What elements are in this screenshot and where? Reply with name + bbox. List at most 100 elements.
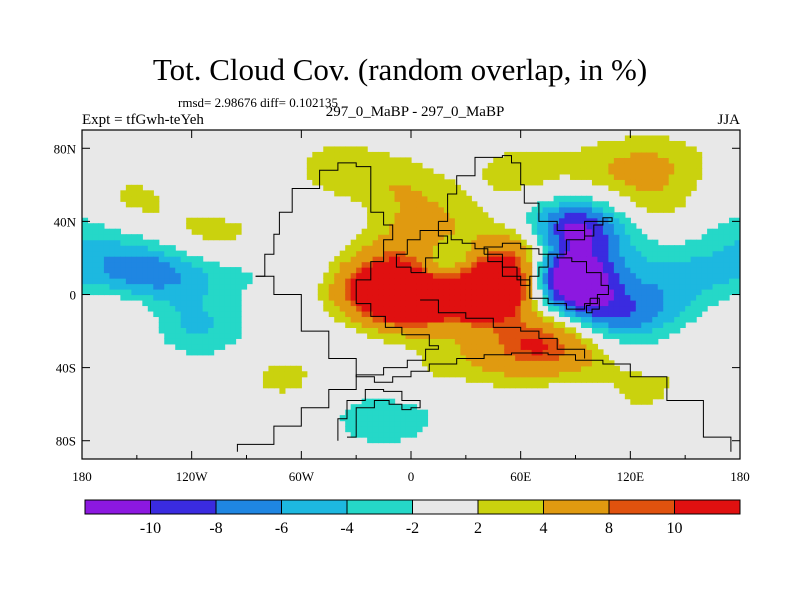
field-cell (559, 354, 566, 361)
field-cell (509, 245, 516, 252)
field-cell (454, 272, 461, 279)
field-cell (591, 349, 599, 356)
field-cell (482, 261, 489, 268)
field-cell (109, 250, 116, 257)
field-cell (493, 234, 500, 241)
field-cell (663, 289, 670, 296)
field-cell (454, 289, 461, 296)
field-cell (400, 332, 407, 339)
field-cell (317, 157, 324, 164)
field-cell (553, 289, 560, 296)
field-cell (136, 245, 143, 252)
field-cell (400, 431, 407, 438)
field-cell (98, 283, 105, 290)
field-cell (82, 256, 89, 263)
field-cell (597, 310, 604, 318)
field-cell (438, 256, 445, 263)
field-cell (504, 299, 511, 307)
field-cell (465, 217, 472, 224)
field-cell (460, 332, 467, 339)
field-cell (537, 283, 544, 290)
field-cell (268, 365, 275, 372)
field-cell (389, 267, 396, 274)
field-cell (734, 289, 740, 296)
field-cell (361, 310, 368, 318)
field-cell (591, 294, 599, 301)
field-cell (416, 272, 423, 279)
field-cell (158, 305, 165, 312)
field-cell (509, 256, 516, 263)
field-cell (454, 234, 461, 241)
field-cell (476, 316, 483, 323)
field-cell (613, 146, 620, 153)
field-cell (449, 289, 456, 296)
field-cell (526, 321, 533, 328)
field-cell (164, 299, 171, 307)
field-cell (350, 168, 357, 175)
field-cell (164, 245, 171, 252)
field-cell (520, 272, 527, 279)
field-cell (405, 162, 412, 169)
field-cell (443, 327, 450, 334)
field-cell (663, 135, 670, 142)
field-cell (482, 212, 489, 219)
field-cell (559, 217, 566, 224)
field-cell (421, 349, 429, 356)
field-cell (553, 206, 560, 213)
x-tick-label: 180 (72, 469, 92, 484)
field-cell (164, 289, 171, 296)
field-cell (416, 173, 423, 180)
field-cell (438, 321, 445, 328)
field-cell (465, 338, 472, 345)
field-cell (443, 343, 450, 350)
field-cell (400, 420, 407, 427)
field-cell (246, 272, 253, 279)
field-cell (411, 278, 418, 285)
field-cell (361, 245, 368, 252)
field-cell (372, 431, 379, 438)
field-cell (487, 299, 494, 307)
field-cell (591, 173, 599, 180)
field-cell (515, 168, 522, 175)
field-cell (498, 278, 505, 285)
field-cell (378, 256, 385, 263)
field-cell (652, 162, 659, 169)
field-cell (202, 228, 209, 235)
field-cell (367, 321, 374, 328)
field-cell (82, 228, 89, 235)
field-cell (449, 184, 456, 191)
field-cell (443, 250, 450, 257)
field-cell (82, 223, 89, 230)
field-cell (169, 261, 176, 268)
colorbar-swatch (346, 499, 413, 515)
field-cell (537, 327, 544, 334)
field-cell (668, 327, 675, 334)
field-cell (597, 278, 604, 285)
field-cell (383, 327, 390, 334)
field-cell (400, 228, 407, 235)
field-cell (120, 294, 127, 301)
field-cell (372, 332, 379, 339)
field-cell (438, 212, 445, 219)
field-cell (427, 354, 434, 361)
colorbar-swatch (412, 499, 479, 515)
field-cell (454, 332, 461, 339)
field-cell (350, 146, 357, 153)
field-cell (136, 272, 143, 279)
field-cell (164, 283, 171, 290)
field-cell (367, 278, 374, 285)
field-cell (657, 267, 664, 274)
field-cell (273, 376, 280, 383)
field-cell (602, 239, 609, 246)
field-cell (443, 234, 450, 241)
field-cell (734, 239, 740, 246)
field-cell (526, 217, 533, 224)
field-cell (427, 283, 434, 290)
field-cell (230, 316, 237, 323)
field-cell (383, 426, 390, 433)
field-cell (553, 332, 560, 339)
field-cell (394, 321, 401, 328)
field-cell (504, 228, 511, 235)
field-cell (553, 261, 560, 268)
field-cell (153, 272, 160, 279)
